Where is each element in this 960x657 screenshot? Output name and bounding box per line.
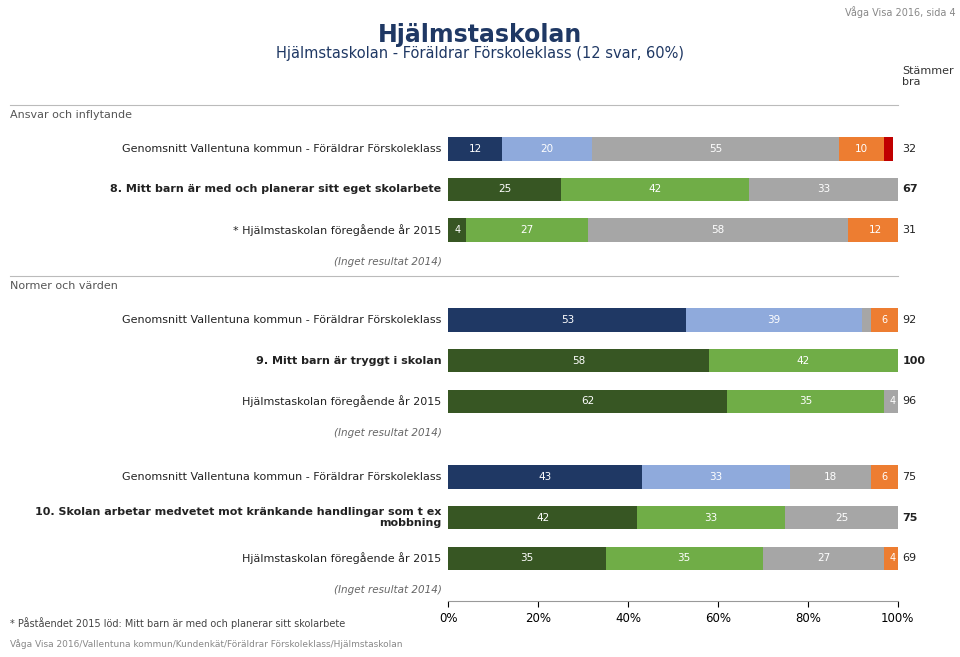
Bar bbox=[849, 218, 902, 242]
Text: 32: 32 bbox=[902, 144, 917, 154]
Text: 12: 12 bbox=[869, 225, 882, 235]
Text: 58: 58 bbox=[572, 355, 586, 366]
Text: 33: 33 bbox=[817, 185, 830, 194]
Text: Genomsnitt Vallentuna kommun - Föräldrar Förskoleklass: Genomsnitt Vallentuna kommun - Föräldrar… bbox=[122, 315, 442, 325]
Bar bbox=[750, 177, 898, 201]
Bar bbox=[467, 218, 588, 242]
Bar bbox=[448, 308, 686, 332]
Bar bbox=[448, 218, 467, 242]
Text: 55: 55 bbox=[709, 144, 722, 154]
Text: 62: 62 bbox=[581, 396, 594, 407]
Text: 69: 69 bbox=[902, 553, 917, 563]
Text: Våga Visa 2016/Vallentuna kommun/Kundenkät/Föräldrar Förskoleklass/Hjälmstaskola: Våga Visa 2016/Vallentuna kommun/Kundenk… bbox=[10, 639, 402, 649]
Text: 96: 96 bbox=[902, 396, 917, 407]
Text: Normer och värden: Normer och värden bbox=[10, 281, 117, 291]
Text: 42: 42 bbox=[797, 355, 810, 366]
Text: 58: 58 bbox=[711, 225, 725, 235]
Text: Hjälmstaskolan föregående år 2015: Hjälmstaskolan föregående år 2015 bbox=[242, 553, 442, 564]
Legend: Stämmer mycket bra, Stämmer ganska bra, Vet inte, Stämmer ganska dåligt, Stämmer: Stämmer mycket bra, Stämmer ganska bra, … bbox=[355, 656, 960, 657]
Text: 6: 6 bbox=[881, 315, 887, 325]
Bar bbox=[448, 506, 637, 530]
Bar bbox=[588, 218, 849, 242]
Text: Hjälmstaskolan föregående år 2015: Hjälmstaskolan föregående år 2015 bbox=[242, 396, 442, 407]
Text: (Inget resultat 2014): (Inget resultat 2014) bbox=[334, 585, 442, 595]
Text: 20: 20 bbox=[540, 144, 554, 154]
Bar bbox=[763, 547, 884, 570]
Text: 35: 35 bbox=[520, 553, 534, 563]
Bar bbox=[641, 465, 790, 489]
Text: 75: 75 bbox=[902, 472, 917, 482]
Bar bbox=[448, 349, 708, 373]
Text: Hjälmstaskolan - Föräldrar Förskoleklass (12 svar, 60%): Hjälmstaskolan - Föräldrar Förskoleklass… bbox=[276, 46, 684, 61]
Bar bbox=[448, 137, 502, 160]
Text: 10. Skolan arbetar medvetet mot kränkande handlingar som t ex
mobbning: 10. Skolan arbetar medvetet mot kränkand… bbox=[36, 507, 442, 528]
Text: Stämmer
bra: Stämmer bra bbox=[902, 66, 954, 87]
Text: 9. Mitt barn är tryggt i skolan: 9. Mitt barn är tryggt i skolan bbox=[256, 355, 442, 366]
Bar bbox=[839, 137, 884, 160]
Text: * Påståendet 2015 löd: Mitt barn är med och planerar sitt skolarbete: * Påståendet 2015 löd: Mitt barn är med … bbox=[10, 618, 345, 629]
Text: 67: 67 bbox=[902, 185, 918, 194]
Text: 35: 35 bbox=[799, 396, 812, 407]
Text: (Inget resultat 2014): (Inget resultat 2014) bbox=[334, 257, 442, 267]
Bar bbox=[686, 308, 862, 332]
Text: 42: 42 bbox=[536, 512, 549, 522]
Text: Hjälmstaskolan: Hjälmstaskolan bbox=[378, 23, 582, 47]
Bar bbox=[871, 465, 898, 489]
Text: 33: 33 bbox=[709, 472, 722, 482]
Bar bbox=[637, 506, 785, 530]
Text: 33: 33 bbox=[705, 512, 718, 522]
Text: 25: 25 bbox=[835, 512, 848, 522]
Text: 39: 39 bbox=[767, 315, 780, 325]
Text: (Inget resultat 2014): (Inget resultat 2014) bbox=[334, 428, 442, 438]
Text: 8. Mitt barn är med och planerar sitt eget skolarbete: 8. Mitt barn är med och planerar sitt eg… bbox=[110, 185, 442, 194]
Bar bbox=[871, 308, 898, 332]
Text: Genomsnitt Vallentuna kommun - Föräldrar Förskoleklass: Genomsnitt Vallentuna kommun - Föräldrar… bbox=[122, 144, 442, 154]
Bar bbox=[448, 390, 727, 413]
Text: 4: 4 bbox=[890, 396, 897, 407]
Text: Våga Visa 2016, sida 4: Våga Visa 2016, sida 4 bbox=[845, 7, 955, 18]
Text: 92: 92 bbox=[902, 315, 917, 325]
Bar bbox=[790, 465, 871, 489]
Text: 43: 43 bbox=[539, 472, 552, 482]
Bar bbox=[448, 547, 606, 570]
Text: 6: 6 bbox=[881, 472, 887, 482]
Bar bbox=[884, 547, 902, 570]
Text: 42: 42 bbox=[648, 185, 661, 194]
Bar bbox=[592, 137, 839, 160]
Bar bbox=[708, 349, 898, 373]
Bar bbox=[898, 465, 902, 489]
Text: 12: 12 bbox=[468, 144, 482, 154]
Text: Genomsnitt Vallentuna kommun - Föräldrar Förskoleklass: Genomsnitt Vallentuna kommun - Föräldrar… bbox=[122, 472, 442, 482]
Text: 75: 75 bbox=[902, 512, 918, 522]
Bar bbox=[884, 137, 893, 160]
Text: Ansvar och inflytande: Ansvar och inflytande bbox=[10, 110, 132, 120]
Bar bbox=[448, 465, 641, 489]
Text: 100: 100 bbox=[902, 355, 925, 366]
Text: 27: 27 bbox=[520, 225, 534, 235]
Text: 25: 25 bbox=[498, 185, 511, 194]
Text: 31: 31 bbox=[902, 225, 917, 235]
Text: 4: 4 bbox=[454, 225, 461, 235]
Text: 18: 18 bbox=[824, 472, 837, 482]
Bar bbox=[785, 506, 898, 530]
Bar bbox=[884, 390, 902, 413]
Bar bbox=[448, 177, 561, 201]
Text: 53: 53 bbox=[561, 315, 574, 325]
Text: 10: 10 bbox=[855, 144, 868, 154]
Bar bbox=[606, 547, 763, 570]
Bar bbox=[862, 308, 871, 332]
Bar bbox=[502, 137, 592, 160]
Bar bbox=[727, 390, 884, 413]
Text: 27: 27 bbox=[817, 553, 830, 563]
Text: 4: 4 bbox=[890, 553, 897, 563]
Bar bbox=[561, 177, 750, 201]
Text: * Hjälmstaskolan föregående år 2015: * Hjälmstaskolan föregående år 2015 bbox=[233, 224, 442, 236]
Text: 35: 35 bbox=[678, 553, 691, 563]
